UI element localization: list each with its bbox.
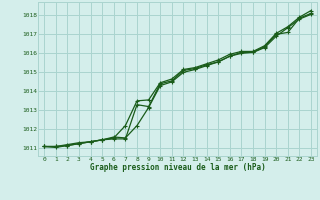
X-axis label: Graphe pression niveau de la mer (hPa): Graphe pression niveau de la mer (hPa) — [90, 163, 266, 172]
